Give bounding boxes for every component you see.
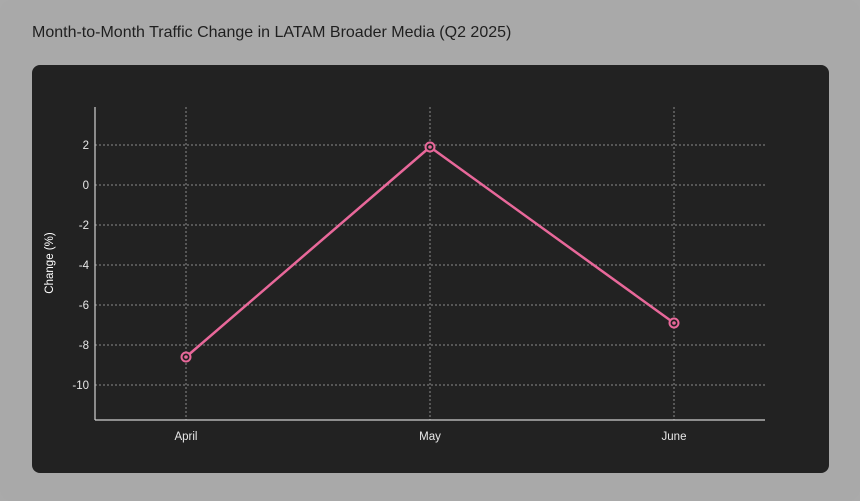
x-tick-label: May — [419, 431, 441, 443]
x-tick-label: June — [662, 431, 687, 443]
y-tick-label: -8 — [79, 340, 89, 352]
y-tick-label: -6 — [79, 300, 89, 312]
data-point-center — [184, 355, 188, 359]
data-point-center — [672, 321, 676, 325]
y-tick-label: -2 — [79, 220, 89, 232]
y-tick-label: 0 — [83, 180, 89, 192]
y-tick-label: -4 — [79, 260, 90, 272]
data-point-center — [428, 145, 432, 149]
x-tick-label: April — [174, 431, 197, 443]
y-tick-label: -10 — [72, 380, 89, 392]
y-axis-label: Change (%) — [44, 232, 56, 294]
chart-title: Month-to-Month Traffic Change in LATAM B… — [32, 24, 512, 41]
y-tick-label: 2 — [83, 140, 89, 152]
